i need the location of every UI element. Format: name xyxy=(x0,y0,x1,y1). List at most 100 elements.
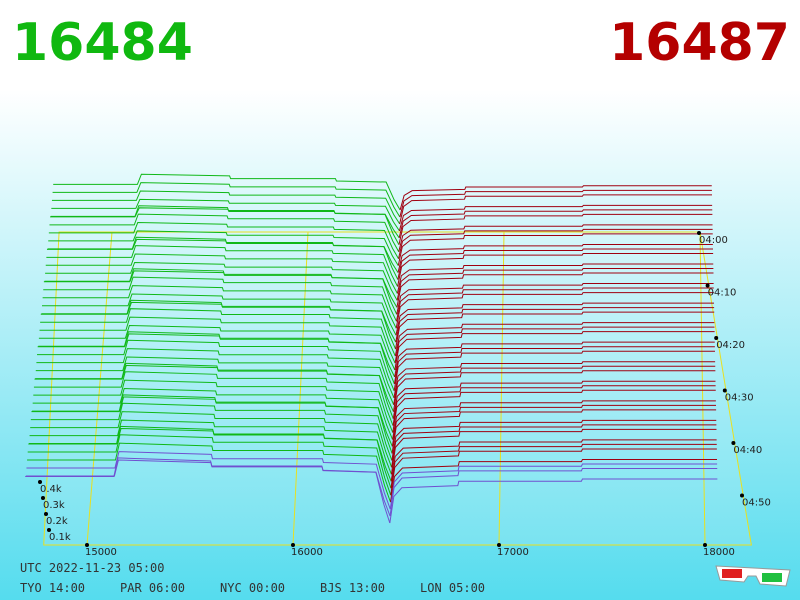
bid-row xyxy=(42,285,397,329)
axis-labels: 15000 16000 17000 18000 0.4k 0.3k 0.2k 0.1k 04:0… xyxy=(38,231,771,558)
bid-row xyxy=(30,411,393,468)
bid-price: 16484 xyxy=(12,13,193,73)
ask-row xyxy=(397,233,713,266)
bid-row xyxy=(50,207,400,239)
ask-row xyxy=(391,409,717,454)
bid-row xyxy=(39,316,396,364)
ask-row xyxy=(394,331,715,371)
ask-row xyxy=(392,385,716,426)
time-tick xyxy=(722,388,727,393)
bid-row xyxy=(32,396,393,447)
bid-row xyxy=(48,222,399,259)
bid-row xyxy=(41,301,397,343)
bid-row xyxy=(40,308,396,357)
ask-row xyxy=(389,467,718,517)
ask-row xyxy=(391,419,717,461)
bid-row xyxy=(49,213,400,252)
bid-row xyxy=(28,425,392,489)
ask-row xyxy=(393,365,716,405)
floor-line xyxy=(86,231,113,546)
ask-row xyxy=(391,404,716,447)
ask-price: 16487 xyxy=(609,13,790,73)
timezone-clock: PAR 06:00 xyxy=(120,581,185,595)
utc-time: UTC 2022-11-23 05:00 xyxy=(20,561,165,575)
ask-row xyxy=(398,228,713,259)
ask-row xyxy=(399,189,712,218)
depth-tick xyxy=(41,496,45,500)
bid-row xyxy=(35,356,395,405)
ask-row xyxy=(392,400,716,440)
bid-row xyxy=(51,190,401,225)
bid-row xyxy=(46,245,399,287)
ask-row xyxy=(395,311,715,350)
bid-row xyxy=(52,182,401,218)
price-label: 15000 xyxy=(85,547,117,558)
ask-row xyxy=(390,439,717,482)
bid-row xyxy=(33,379,394,433)
bid-row xyxy=(51,198,400,232)
floor-line xyxy=(498,231,505,546)
time-tick xyxy=(740,493,744,498)
floor-line xyxy=(292,231,309,546)
ask-row xyxy=(390,428,717,475)
bid-row xyxy=(32,388,394,440)
ask-row xyxy=(396,268,714,301)
price-label: 17000 xyxy=(497,547,529,558)
ask-row xyxy=(392,389,716,433)
bid-row xyxy=(33,371,394,426)
bid-row xyxy=(30,402,393,461)
ask-row xyxy=(395,292,714,329)
floor-line xyxy=(699,231,706,546)
time-label: 04:20 xyxy=(716,340,745,351)
bid-row xyxy=(37,331,395,385)
depth-tick xyxy=(47,528,51,532)
depth-label: 0.1k xyxy=(49,532,71,543)
bid-row xyxy=(31,394,393,454)
price-label: 16000 xyxy=(291,547,323,558)
bid-row xyxy=(46,236,399,280)
bid-row xyxy=(40,299,397,350)
bid-row xyxy=(36,348,395,398)
bid-row xyxy=(47,238,399,273)
ask-row xyxy=(399,185,712,211)
depth-label: 0.4k xyxy=(40,484,62,495)
ask-row xyxy=(399,194,713,225)
ask-row xyxy=(395,307,715,343)
bid-row xyxy=(50,205,400,246)
ask-row xyxy=(398,213,713,245)
time-label: 04:50 xyxy=(742,498,771,509)
ask-row xyxy=(394,341,715,378)
bid-row xyxy=(28,427,392,482)
ask-row xyxy=(393,350,715,391)
depth-tick xyxy=(38,480,42,484)
ask-row xyxy=(396,283,714,315)
time-tick xyxy=(714,336,719,340)
bid-row xyxy=(27,434,392,496)
bid-row xyxy=(42,293,397,336)
depth-tick xyxy=(44,512,48,516)
depth-label: 0.2k xyxy=(46,516,68,527)
bid-row xyxy=(43,268,398,315)
bid-row xyxy=(53,173,401,211)
time-tick xyxy=(731,441,736,445)
ask-row xyxy=(389,478,718,524)
ask-row xyxy=(393,361,716,398)
ask-row xyxy=(392,380,716,419)
time-label: 04:30 xyxy=(725,393,754,404)
ask-row xyxy=(397,248,714,280)
depth-label: 0.3k xyxy=(43,500,65,511)
bid-row xyxy=(27,442,391,503)
bid-row xyxy=(44,270,398,308)
bid-row xyxy=(25,459,391,517)
time-tick xyxy=(705,283,710,288)
price-tick xyxy=(85,543,89,547)
bid-row xyxy=(37,339,395,392)
ask-row xyxy=(391,424,717,468)
bid-row xyxy=(26,451,391,510)
bid-row xyxy=(35,364,394,412)
glasses-icon xyxy=(715,565,791,587)
depth-rows xyxy=(25,173,718,524)
price-tick xyxy=(703,543,707,547)
time-label: 04:00 xyxy=(699,235,728,246)
